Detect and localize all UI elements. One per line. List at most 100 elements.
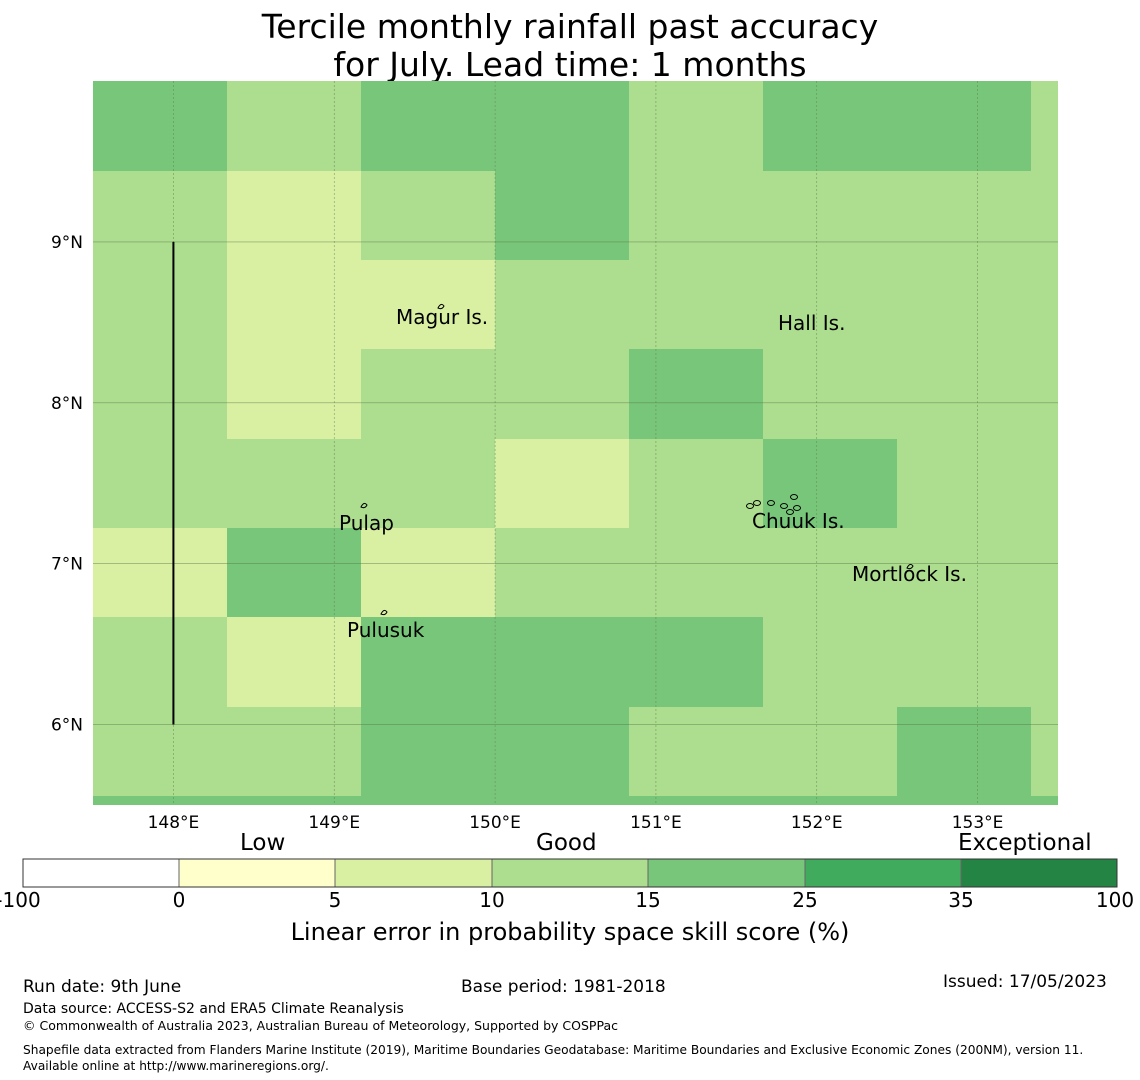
chart-title-line-2: for July. Lead time: 1 months (333, 45, 807, 84)
island-outline (767, 500, 775, 506)
colorbar-tick: 15 (635, 888, 661, 912)
place-label: Chuuk Is. (752, 509, 845, 533)
place-label: Pulap (339, 511, 394, 535)
grid-cell (93, 707, 227, 796)
colorbar-segment (961, 859, 1117, 887)
colorbar-segment (648, 859, 805, 887)
island-outline (793, 505, 801, 511)
grid-cell (227, 260, 361, 349)
grid-cell (629, 81, 763, 171)
island-outline (786, 509, 794, 515)
colorbar-category-exceptional: Exceptional (958, 830, 1092, 856)
colorbar-segment (492, 859, 648, 887)
grid-cell (361, 439, 495, 528)
colorbar-segment (23, 859, 179, 887)
colorbar-frame (22, 858, 1118, 888)
grid-cell (629, 439, 763, 528)
grid-cell (495, 349, 629, 439)
grid-cell (897, 349, 1031, 439)
island-outline (437, 303, 445, 310)
grid-cell (227, 528, 361, 617)
base-period: Base period: 1981-2018 (461, 977, 666, 997)
grid-cell (495, 81, 629, 171)
island-outline (360, 502, 368, 509)
grid-cell (629, 528, 763, 617)
lon-tick-label: 148°E (148, 813, 200, 833)
grid-cell (361, 260, 495, 349)
grid-cell (897, 528, 1031, 617)
colorbar-segment (335, 859, 492, 887)
grid-cell (629, 260, 763, 349)
grid-cell (93, 349, 227, 439)
grid-cell (763, 260, 897, 349)
grid-cell (361, 707, 495, 796)
lat-tick-label: 6°N (51, 716, 83, 736)
colorbar-tick: 25 (792, 888, 818, 912)
grid-cell (93, 81, 227, 171)
place-label: Hall Is. (778, 311, 845, 335)
colorbar-tick: 100 (1095, 888, 1135, 912)
grid-cell (227, 617, 361, 707)
grid-cell (93, 796, 1058, 805)
grid-cell (897, 260, 1031, 349)
lon-tick-label: 150°E (469, 813, 521, 833)
grid-cell (897, 171, 1031, 260)
colorbar-tick: 5 (328, 888, 342, 912)
grid-cell (361, 617, 495, 707)
lon-tick-label: 153°E (952, 813, 1004, 833)
colorbar-tick: 10 (479, 888, 505, 912)
grid-cell (227, 439, 361, 528)
grid-cell (763, 349, 897, 439)
grid-cell (495, 171, 629, 260)
place-label: Pulusuk (347, 618, 425, 642)
island-outline (790, 494, 798, 500)
grid-cell (93, 528, 227, 617)
grid-cell (629, 349, 763, 439)
grid-cell (495, 528, 629, 617)
colorbar-category-good: Good (536, 830, 597, 856)
grid-cell (227, 349, 361, 439)
grid-cell (763, 439, 897, 528)
grid-cell (361, 349, 495, 439)
grid-cell (93, 439, 227, 528)
grid-cell (495, 707, 629, 796)
grid-cell (227, 81, 361, 171)
grid-cell (93, 171, 227, 260)
grid-cell (495, 260, 629, 349)
copyright: © Commonwealth of Australia 2023, Austra… (23, 1018, 618, 1033)
colorbar-tick: 0 (172, 888, 186, 912)
run-date: Run date: 9th June (23, 977, 182, 997)
grid-cell (763, 617, 897, 707)
grid-cell (227, 707, 361, 796)
colorbar-segment (805, 859, 961, 887)
chart-title-line-1: Tercile monthly rainfall past accuracy (261, 7, 879, 46)
data-source: Data source: ACCESS-S2 and ERA5 Climate … (23, 1001, 404, 1017)
grid-cell (495, 617, 629, 707)
grid-cell (495, 439, 629, 528)
grid-cell (93, 617, 227, 707)
grid-cell (763, 81, 1031, 171)
colorbar-label: Linear error in probability space skill … (290, 918, 850, 946)
colorbar-tick: 35 (948, 888, 974, 912)
lon-tick-label: 152°E (791, 813, 843, 833)
island-outline (906, 563, 914, 570)
grid-cell (629, 171, 763, 260)
grid-cell (763, 528, 897, 617)
grid-cell (1031, 81, 1058, 805)
grid-cell (629, 617, 763, 707)
colorbar-segment (179, 859, 335, 887)
grid-cell (629, 707, 897, 796)
grid-cell (897, 617, 1031, 707)
lat-tick-label: 9°N (51, 233, 83, 253)
colorbar-tick: -100 (0, 888, 41, 912)
issued-date: Issued: 17/05/2023 (943, 972, 1107, 992)
grid-cell (897, 707, 1031, 796)
island-outline (746, 503, 754, 509)
island-outline (380, 609, 388, 616)
lat-tick-label: 7°N (51, 555, 83, 575)
lat-tick-label: 8°N (51, 394, 83, 414)
shapefile-credit: Shapefile data extracted from Flanders M… (23, 1043, 1084, 1073)
grid-cell (763, 171, 897, 260)
grid-cell (361, 171, 495, 260)
lon-tick-label: 149°E (308, 813, 360, 833)
